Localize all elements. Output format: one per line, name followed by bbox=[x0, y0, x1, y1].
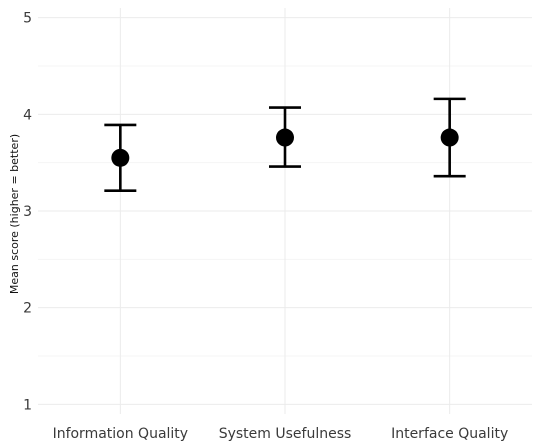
x-category-label: Information Quality bbox=[53, 426, 189, 442]
mean-points bbox=[111, 128, 459, 167]
grid bbox=[38, 8, 532, 414]
mean-point bbox=[440, 128, 459, 147]
y-tick-label: 4 bbox=[23, 107, 32, 123]
x-category-labels: Information Quality System Usefulness Inte… bbox=[53, 426, 509, 442]
y-tick-labels: 1 2 3 4 5 bbox=[23, 11, 32, 414]
y-tick-label: 5 bbox=[23, 11, 32, 27]
y-axis-title: Mean score (higher = better) bbox=[8, 134, 21, 294]
y-tick-label: 3 bbox=[23, 204, 32, 220]
x-category-label: Interface Quality bbox=[391, 426, 508, 442]
x-category-label: System Usefulness bbox=[219, 426, 352, 442]
y-tick-label: 1 bbox=[23, 397, 32, 413]
mean-point bbox=[276, 128, 294, 147]
mean-point bbox=[111, 148, 130, 167]
y-tick-label: 2 bbox=[23, 301, 32, 317]
